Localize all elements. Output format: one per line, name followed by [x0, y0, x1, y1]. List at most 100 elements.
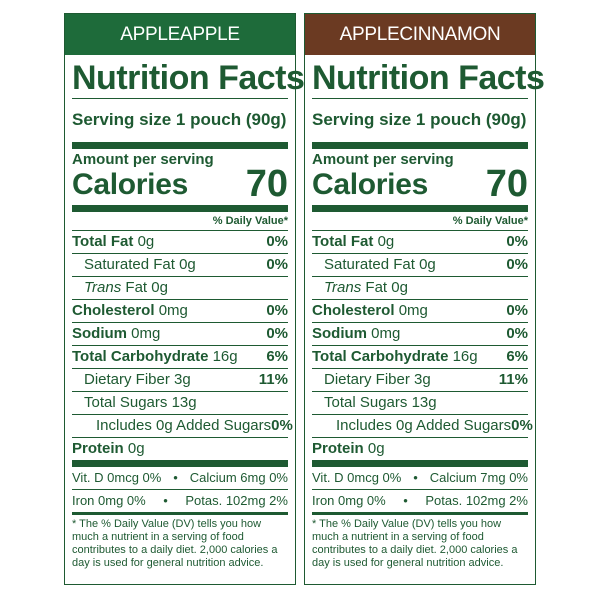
nutrient-pct: 0%	[266, 302, 288, 319]
nutrient-label: Total Sugars	[84, 394, 168, 411]
calories-row: Calories 70	[312, 163, 528, 205]
serving-size: Serving size 1 pouch (90g)	[72, 110, 287, 129]
nutrient-label: Total Sugars	[324, 394, 408, 411]
calories-label: Calories	[312, 168, 428, 201]
vitamin-row-1: Vit. D 0mcg 0% • Calcium 7mg 0%	[312, 467, 528, 489]
nutrient-label: Protein	[72, 440, 124, 457]
nutrient-label: Includes 0g Added Sugars	[336, 417, 512, 434]
nutrient-pct: 6%	[266, 348, 288, 365]
nutrient-amount: 0mg	[131, 325, 161, 342]
iron: Iron 0mg 0%	[312, 493, 386, 508]
nutrient-pct: 0%	[266, 325, 288, 342]
dietary-fiber-row: Dietary Fiber 3g 11%	[312, 368, 528, 391]
cholesterol-row: Cholesterol 0mg 0%	[312, 299, 528, 322]
flavor-header: APPLEAPPLE	[65, 14, 295, 55]
protein-row: Protein 0g	[312, 438, 528, 460]
added-sugars-row: Includes 0g Added Sugars 0%	[72, 414, 293, 437]
nutrient-label: Total Fat	[72, 233, 134, 250]
nutrient-pct: 6%	[506, 348, 528, 365]
total-fat-row: Total Fat 0g 0%	[312, 231, 528, 253]
nutrient-pct: 11%	[498, 371, 528, 388]
nutrient-amount: 0g	[377, 233, 395, 250]
vitamin-row-2: Iron 0mg 0% • Potas. 102mg 2%	[72, 490, 288, 512]
nutrient-amount: 0g	[367, 440, 385, 457]
nutrient-label: Total Fat	[312, 233, 374, 250]
nutrient-amount: 0mg	[158, 302, 188, 319]
nutrient-label: Protein	[312, 440, 364, 457]
nutrient-pct: 0%	[271, 417, 293, 434]
total-sugars-row: Total Sugars 13g	[312, 391, 528, 414]
added-sugars-row: Includes 0g Added Sugars 0%	[312, 414, 533, 437]
amount-per-serving: Amount per serving	[72, 151, 214, 168]
calories-label: Calories	[72, 168, 188, 201]
vitamin-d: Vit. D 0mcg 0%	[312, 470, 402, 485]
nutrient-label: Cholesterol	[72, 302, 155, 319]
nutrient-amount: 0g	[127, 440, 145, 457]
total-carbohydrate-row: Total Carbohydrate 16g 6%	[72, 345, 288, 368]
separator-dot: •	[173, 470, 178, 485]
calcium: Calcium 6mg 0%	[189, 470, 288, 485]
total-fat-row: Total Fat 0g 0%	[72, 231, 288, 253]
iron: Iron 0mg 0%	[72, 493, 146, 508]
nutrition-facts-title: Nutrition Facts	[312, 59, 545, 97]
separator-dot: •	[413, 470, 418, 485]
vitamin-row-1: Vit. D 0mcg 0% • Calcium 6mg 0%	[72, 467, 288, 489]
vitamin-row-2: Iron 0mg 0% • Potas. 102mg 2%	[312, 490, 528, 512]
nutrient-label: Includes 0g Added Sugars	[96, 417, 272, 434]
potassium: Potas. 102mg 2%	[425, 493, 528, 508]
separator-dot: •	[403, 493, 408, 508]
nutrition-panel-applecinnamon: APPLECINNAMON Nutrition Facts Serving si…	[304, 13, 545, 585]
daily-value-footnote: * The % Daily Value (DV) tells you how m…	[72, 518, 278, 569]
nutrition-panel-appleapple: APPLEAPPLE Nutrition Facts Serving size …	[64, 13, 305, 585]
protein-row: Protein 0g	[72, 438, 288, 460]
daily-value-footnote: * The % Daily Value (DV) tells you how m…	[312, 518, 518, 569]
sodium-row: Sodium 0mg 0%	[312, 322, 528, 345]
cholesterol-row: Cholesterol 0mg 0%	[72, 299, 288, 322]
nutrient-label: Total Carbohydrate	[312, 348, 449, 365]
saturated-fat-row: Saturated Fat 0g 0%	[312, 253, 528, 276]
nutrient-amount: 13g	[411, 394, 437, 411]
amount-per-serving: Amount per serving	[312, 151, 454, 168]
serving-size: Serving size 1 pouch (90g)	[312, 110, 527, 129]
nutrition-facts-title: Nutrition Facts	[72, 59, 305, 97]
total-carbohydrate-row: Total Carbohydrate 16g 6%	[312, 345, 528, 368]
nutrient-label: Sodium	[72, 325, 127, 342]
nutrient-label: Trans	[324, 279, 362, 296]
nutrient-amount: 13g	[171, 394, 197, 411]
trans-fat-row: Trans Fat 0g	[312, 276, 528, 299]
nutrient-amount: 0g	[179, 256, 196, 273]
calories-value: 70	[245, 163, 288, 205]
separator-dot: •	[163, 493, 168, 508]
nutrient-amount: 16g	[452, 348, 478, 365]
vitamin-d: Vit. D 0mcg 0%	[72, 470, 162, 485]
nutrient-pct: 0%	[511, 417, 533, 434]
nutrient-label: Dietary Fiber	[324, 371, 410, 388]
nutrient-list: Total Fat 0g 0% Saturated Fat 0g 0% Tran…	[312, 231, 533, 437]
nutrition-facts-body: Nutrition Facts Serving size 1 pouch (90…	[72, 58, 305, 570]
nutrient-label: Saturated Fat	[84, 256, 175, 273]
nutrient-pct: 0%	[506, 233, 528, 250]
nutrient-amount: 0mg	[398, 302, 428, 319]
nutrient-amount: Fat 0g	[125, 279, 168, 296]
nutrient-pct: 0%	[506, 256, 528, 273]
nutrient-amount: 16g	[212, 348, 238, 365]
nutrient-pct: 0%	[506, 302, 528, 319]
nutrient-pct: 0%	[266, 233, 288, 250]
flavor-header: APPLECINNAMON	[305, 14, 535, 55]
saturated-fat-row: Saturated Fat 0g 0%	[72, 253, 288, 276]
nutrient-amount: 0g	[419, 256, 436, 273]
nutrient-amount: 0g	[137, 233, 155, 250]
nutrient-amount: Fat 0g	[365, 279, 408, 296]
calcium: Calcium 7mg 0%	[429, 470, 528, 485]
nutrient-pct: 11%	[258, 371, 288, 388]
calories-value: 70	[485, 163, 528, 205]
nutrient-amount: 3g	[414, 371, 431, 388]
sodium-row: Sodium 0mg 0%	[72, 322, 288, 345]
nutrient-list: Total Fat 0g 0% Saturated Fat 0g 0% Tran…	[72, 231, 293, 437]
dietary-fiber-row: Dietary Fiber 3g 11%	[72, 368, 288, 391]
nutrient-pct: 0%	[266, 256, 288, 273]
nutrient-label: Saturated Fat	[324, 256, 415, 273]
nutrient-label: Dietary Fiber	[84, 371, 170, 388]
nutrient-amount: 3g	[174, 371, 191, 388]
nutrient-label: Total Carbohydrate	[72, 348, 209, 365]
